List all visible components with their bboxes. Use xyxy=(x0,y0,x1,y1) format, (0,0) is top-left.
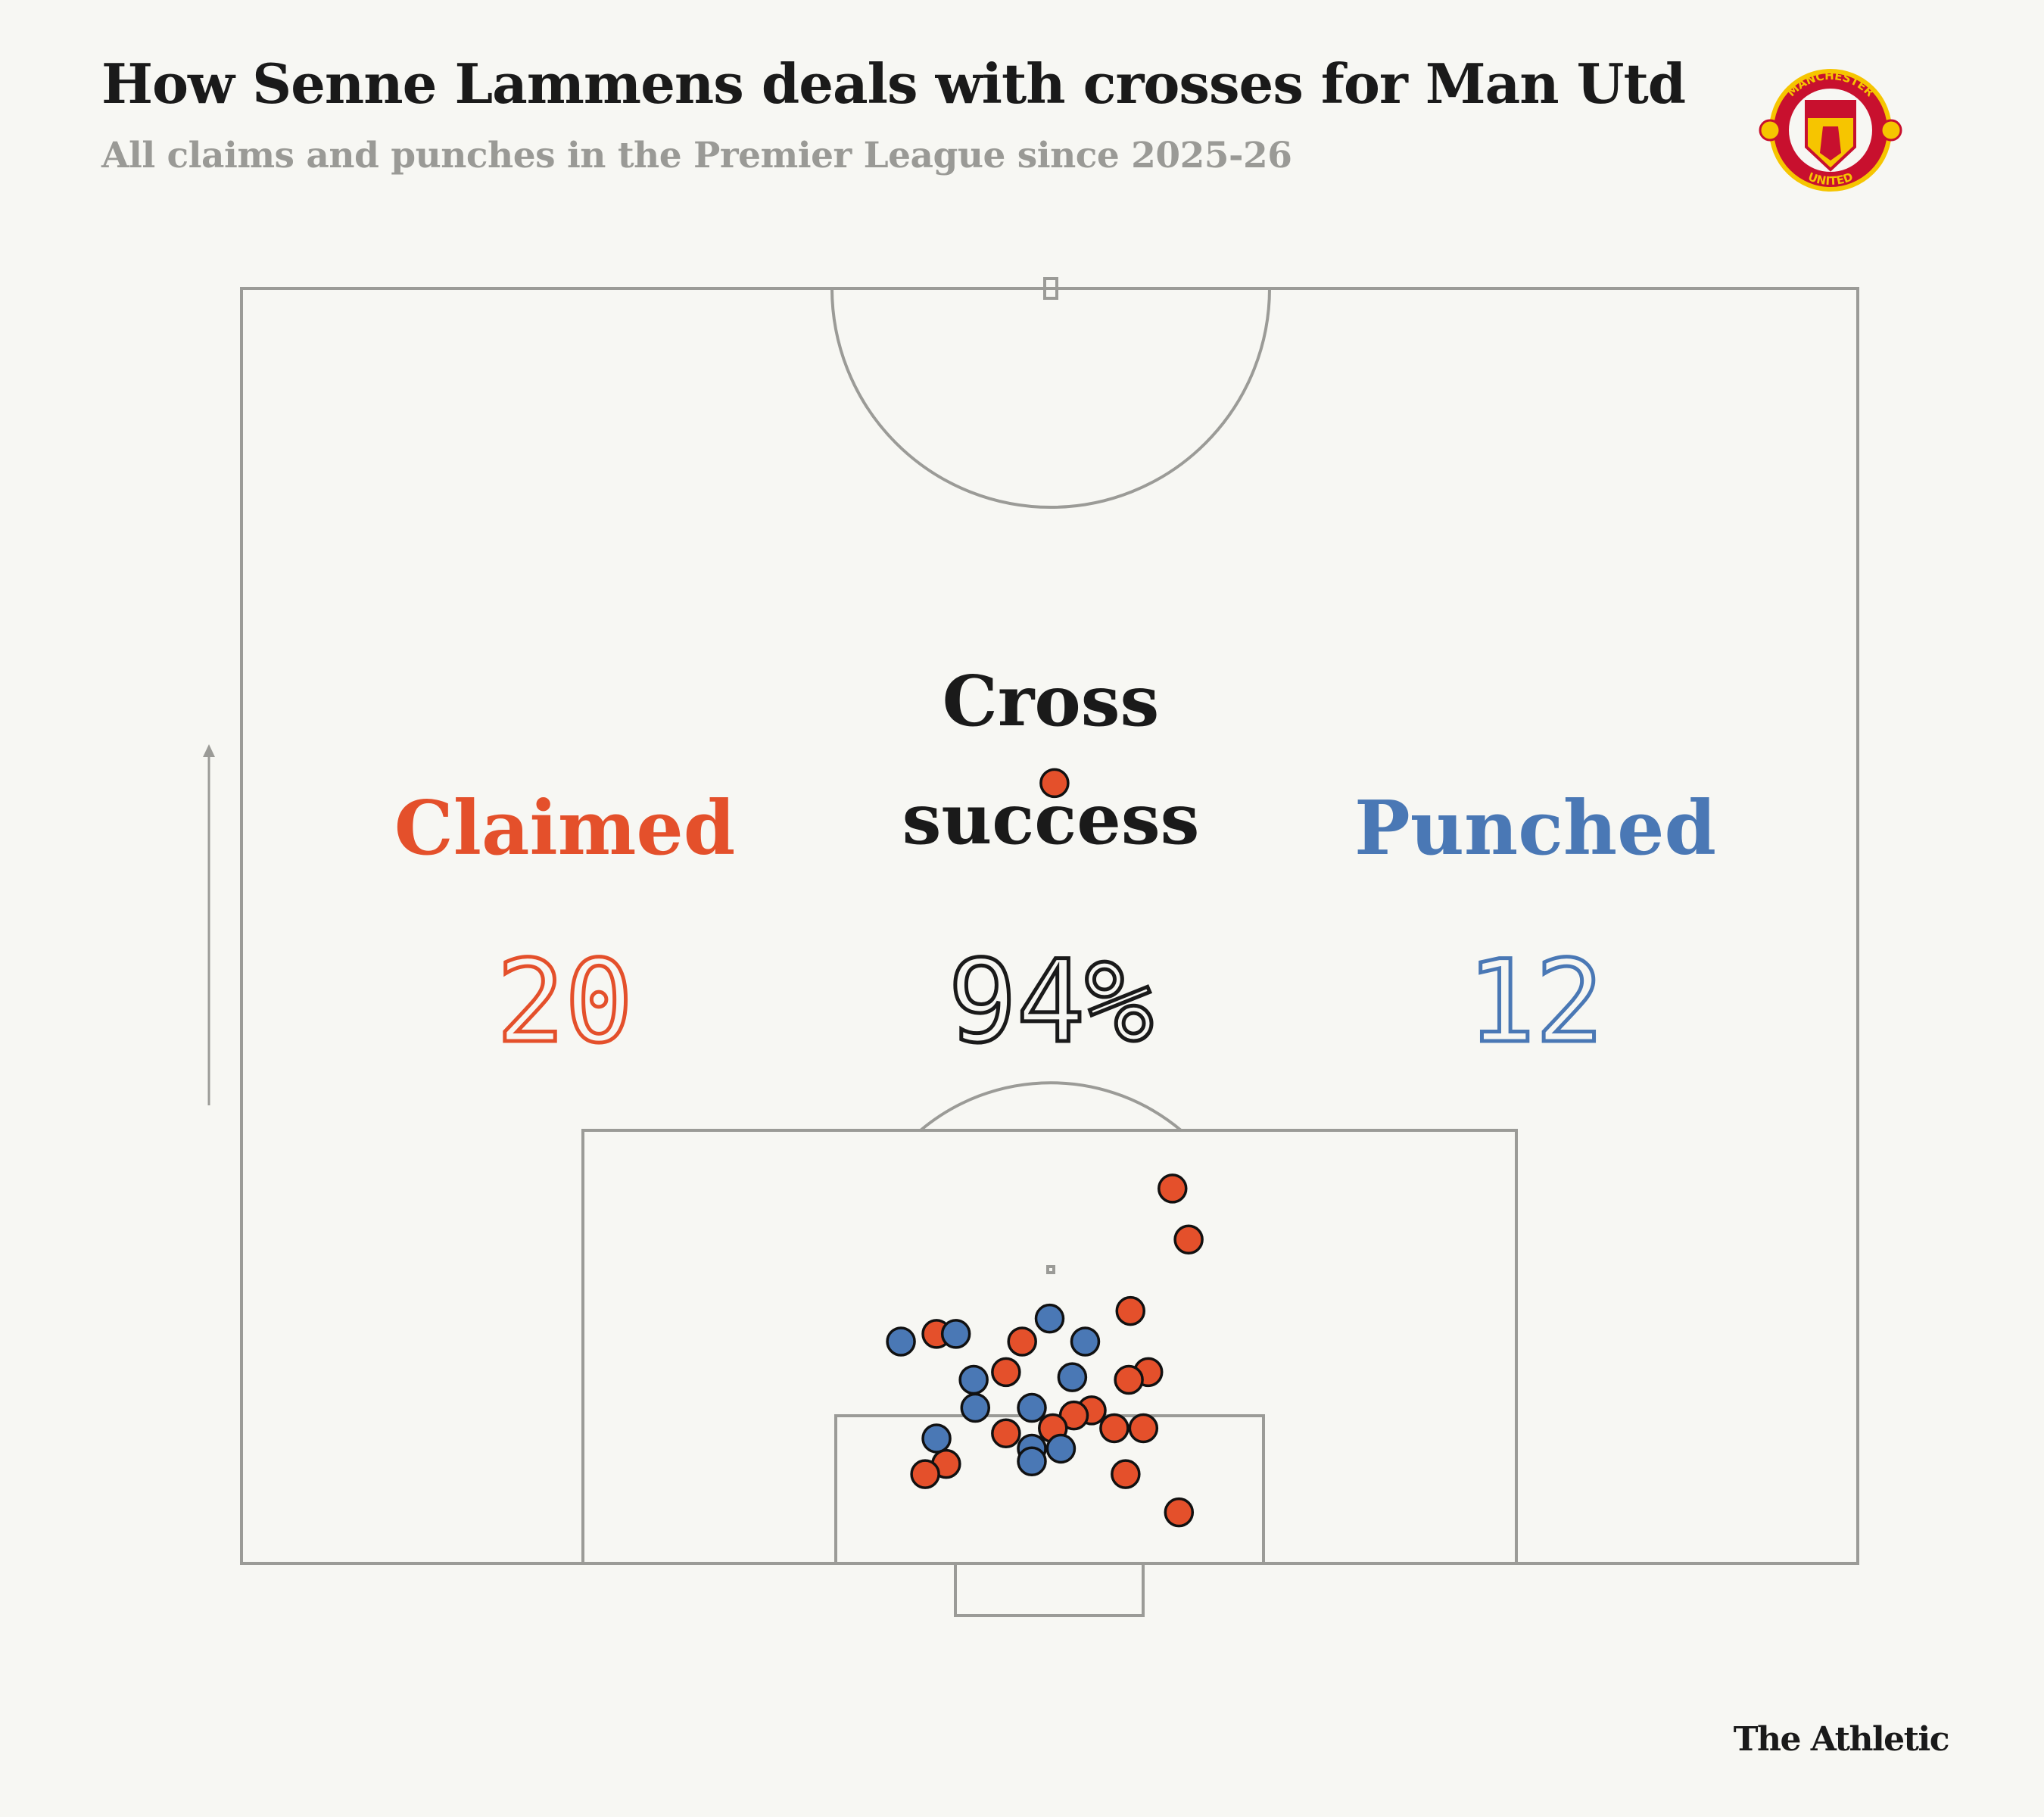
punched-value: 12 xyxy=(1467,937,1604,1068)
claimed-point xyxy=(1128,1413,1159,1444)
punched-point xyxy=(1070,1326,1101,1357)
claimed-point xyxy=(1114,1364,1144,1395)
claimed-point xyxy=(991,1418,1021,1448)
claimed-point xyxy=(1173,1224,1204,1255)
punched-point xyxy=(958,1364,989,1395)
claimed-point xyxy=(1164,1497,1195,1528)
attack-direction-arrow-icon xyxy=(203,744,215,1105)
punched-point xyxy=(1017,1392,1047,1423)
punched-label: Punched xyxy=(1354,785,1716,872)
penalty-spot xyxy=(1046,1265,1055,1274)
success-label-line1: Cross xyxy=(943,660,1160,742)
punched-point xyxy=(1034,1303,1065,1334)
claimed-point xyxy=(1007,1326,1037,1357)
punched-point xyxy=(940,1319,971,1349)
claimed-value: 20 xyxy=(497,937,634,1068)
punched-point xyxy=(1017,1446,1047,1477)
claimed-point xyxy=(1099,1413,1129,1444)
claimed-label: Claimed xyxy=(394,785,736,872)
claimed-point xyxy=(1115,1295,1145,1326)
crest-text-bottom: UNITED xyxy=(1806,170,1855,188)
claimed-point xyxy=(991,1357,1021,1388)
crest-text-united: UNITED xyxy=(1806,170,1855,188)
success-value: 94% xyxy=(949,937,1154,1068)
pitch-outline xyxy=(240,287,1859,1565)
penalty-box xyxy=(581,1129,1518,1565)
page-title: How Senne Lammens deals with crosses for… xyxy=(101,51,1686,116)
pitch-lines xyxy=(240,277,1859,1617)
claimed-point xyxy=(1039,768,1070,799)
claimed-point xyxy=(1158,1173,1188,1204)
penalty-arc xyxy=(919,1081,1182,1132)
punched-point xyxy=(960,1392,991,1423)
punched-point xyxy=(1045,1433,1077,1464)
claimed-point xyxy=(910,1459,940,1489)
page-subtitle: All claims and punches in the Premier Le… xyxy=(101,135,1292,176)
punched-point xyxy=(886,1326,916,1357)
center-circle xyxy=(830,288,1271,509)
the-athletic-logo: The Athletic xyxy=(1733,1720,1950,1759)
event-points xyxy=(886,768,1204,1528)
punched-point xyxy=(1057,1362,1088,1392)
goal xyxy=(954,1563,1145,1617)
man-utd-crest-logo: MANCHESTER UNITED xyxy=(1759,69,1902,192)
claimed-point xyxy=(1111,1459,1141,1489)
center-spot xyxy=(1043,277,1058,300)
punched-point xyxy=(921,1423,952,1454)
